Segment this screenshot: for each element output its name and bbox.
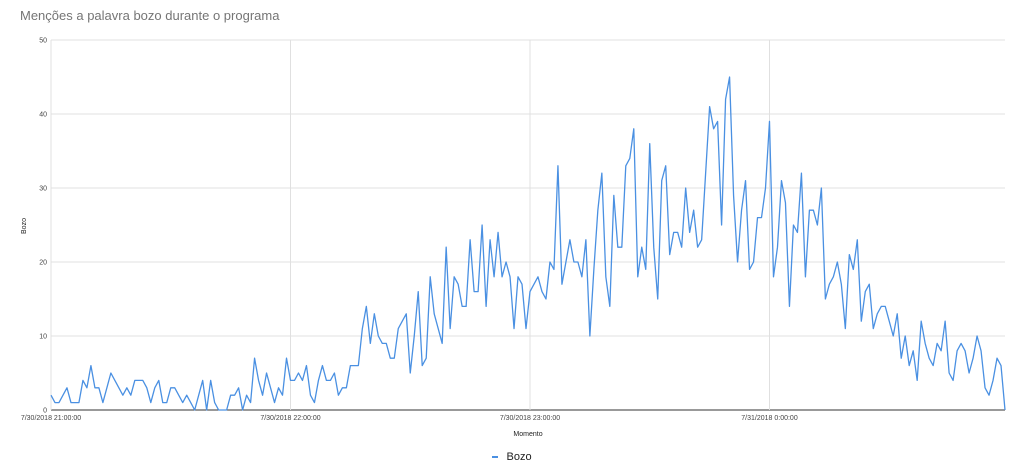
legend: Bozo [0,451,1024,463]
y-tick-label: 40 [39,112,47,119]
tick-labels: 0 10 20 30 40 50 7/30/2018 21:00:00 7/30/2018 2… [21,38,798,423]
y-tick-label: 0 [43,408,47,415]
x-axis-label: Momento [513,431,542,438]
y-tick-label: 20 [39,260,47,267]
gridlines [50,39,1005,411]
x-tick-label: 7/30/2018 22:00:00 [260,415,320,422]
series-line-bozo [50,76,1006,411]
legend-swatch [492,456,499,459]
x-tick-label: 7/30/2018 21:00:00 [21,415,81,422]
x-tick-label: 7/31/2018 0:00:00 [741,415,798,422]
y-tick-label: 30 [39,186,47,193]
x-tick-label: 7/30/2018 23:00:00 [500,415,560,422]
y-tick-label: 50 [39,38,47,45]
series-lines [50,76,1006,411]
legend-label: Bozo [506,451,532,463]
y-axis-label: Bozo [21,218,28,234]
chart-title: Menções a palavra bozo durante o program… [20,8,280,23]
y-tick-label: 10 [39,334,47,341]
